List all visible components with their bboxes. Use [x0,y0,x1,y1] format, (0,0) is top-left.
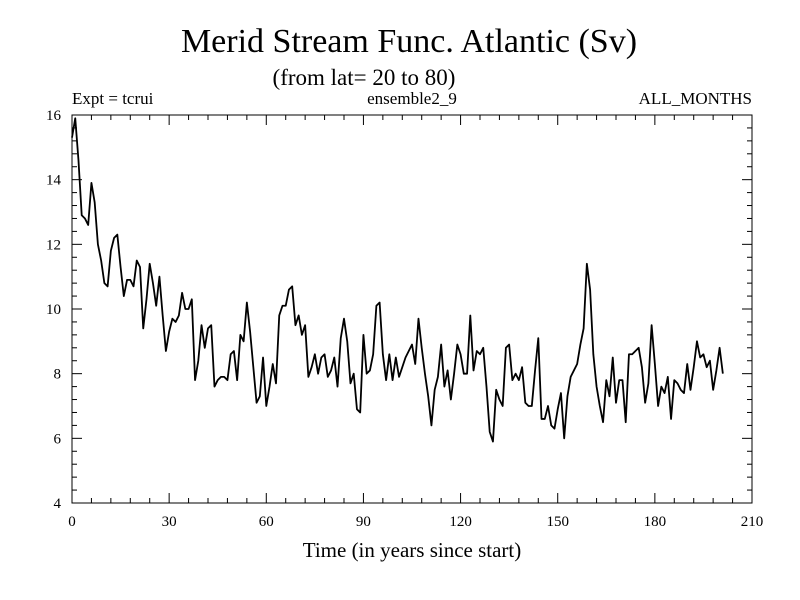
y-tick-label: 10 [46,302,61,318]
chart-subtitle: (from lat= 20 to 80) [273,65,456,90]
axis-tick-labels: 0 30 60 90 120 150 180 210 4 6 8 10 12 14 16 [46,108,763,530]
plot-frame [71,114,753,504]
header-ensemble: ensemble2_9 [367,89,457,108]
x-tick-label: 120 [449,514,472,530]
x-tick-label: 0 [68,514,76,530]
y-tick-label: 4 [54,496,62,512]
x-tick-label: 90 [356,514,371,530]
x-tick-label: 150 [546,514,569,530]
header-experiment: Expt = tcrui [72,89,154,108]
y-tick-label: 8 [54,367,62,383]
data-series-line [71,117,724,443]
header-months: ALL_MONTHS [639,89,752,108]
x-axis-label: Time (in years since start) [303,538,522,562]
x-tick-label: 180 [644,514,667,530]
y-tick-label: 14 [46,173,62,189]
x-tick-label: 210 [741,514,764,530]
y-tick-label: 6 [54,431,62,447]
axis-ticks [71,114,753,504]
chart-title: Merid Stream Func. Atlantic (Sv) [181,23,637,60]
x-tick-label: 60 [259,514,274,530]
x-tick-label: 30 [162,514,177,530]
y-tick-label: 16 [46,108,62,124]
y-tick-label: 12 [46,237,61,253]
